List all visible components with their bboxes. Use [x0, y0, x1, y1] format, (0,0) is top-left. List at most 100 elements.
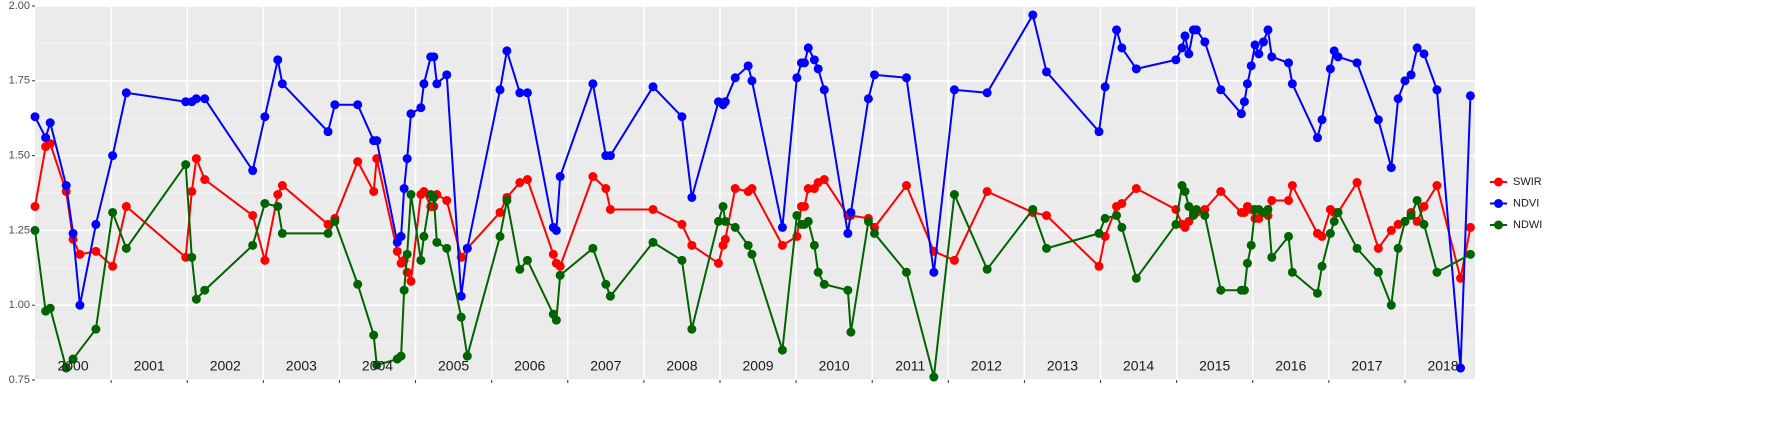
- data-point: [1131, 184, 1141, 194]
- data-point: [399, 285, 409, 295]
- data-point: [495, 85, 505, 95]
- data-point: [1287, 181, 1297, 191]
- data-point: [1184, 49, 1194, 59]
- data-point: [1317, 115, 1327, 125]
- data-point: [277, 181, 287, 191]
- data-point: [277, 228, 287, 238]
- data-point: [456, 291, 466, 301]
- data-point: [605, 291, 615, 301]
- data-point: [273, 189, 283, 199]
- data-point: [1100, 82, 1110, 92]
- data-point: [548, 249, 558, 259]
- data-point: [901, 267, 911, 277]
- data-point: [863, 94, 873, 104]
- data-point: [813, 64, 823, 74]
- data-point: [1094, 261, 1104, 271]
- data-point: [720, 216, 730, 226]
- data-point: [429, 192, 439, 202]
- year-label: 2006: [514, 358, 545, 374]
- data-point: [1171, 55, 1181, 65]
- data-point: [1131, 64, 1141, 74]
- data-point: [330, 100, 340, 110]
- data-point: [687, 192, 697, 202]
- data-point: [392, 246, 402, 256]
- year-label: 2012: [971, 358, 1002, 374]
- series-line: [34, 12, 1472, 369]
- data-point: [30, 225, 40, 235]
- legend-key: [1494, 177, 1503, 187]
- data-point: [108, 207, 118, 217]
- data-point: [1386, 163, 1396, 173]
- data-point: [1287, 267, 1297, 277]
- data-point: [1312, 133, 1322, 143]
- data-point: [200, 175, 210, 185]
- data-point: [677, 112, 687, 122]
- data-point: [799, 201, 809, 211]
- data-point: [1180, 31, 1190, 41]
- data-point: [1246, 61, 1256, 71]
- data-point: [601, 184, 611, 194]
- data-point: [743, 61, 753, 71]
- data-point: [1267, 252, 1277, 262]
- data-point: [61, 363, 71, 373]
- data-point: [432, 79, 442, 89]
- data-point: [456, 312, 466, 322]
- data-point: [1112, 25, 1122, 35]
- data-point: [605, 151, 615, 161]
- data-point: [406, 109, 416, 119]
- year-label: 2010: [819, 358, 850, 374]
- data-point: [1419, 219, 1429, 229]
- data-point: [515, 178, 525, 188]
- data-point: [1117, 222, 1127, 232]
- data-point: [1191, 25, 1201, 35]
- data-point: [1352, 58, 1362, 68]
- data-point: [718, 201, 728, 211]
- data-point: [187, 252, 197, 262]
- data-point: [75, 300, 85, 310]
- data-point: [713, 216, 723, 226]
- data-point: [1419, 49, 1429, 59]
- data-point: [1412, 43, 1422, 53]
- year-label: 2002: [210, 358, 241, 374]
- year-label: 2018: [1427, 358, 1458, 374]
- data-point: [1246, 240, 1256, 250]
- y-tick-label: 2.00: [9, 0, 30, 12]
- data-point: [1028, 10, 1038, 20]
- data-point: [555, 261, 565, 271]
- data-point: [353, 100, 363, 110]
- year-label: 2016: [1275, 358, 1306, 374]
- y-tick-label: 1.75: [9, 75, 30, 87]
- data-point: [730, 184, 740, 194]
- data-point: [406, 189, 416, 199]
- data-point: [1239, 285, 1249, 295]
- data-point: [648, 204, 658, 214]
- year-label: 2005: [438, 358, 469, 374]
- year-label: 2003: [286, 358, 317, 374]
- data-point: [396, 351, 406, 361]
- data-point: [1393, 243, 1403, 253]
- data-point: [369, 330, 379, 340]
- data-point: [720, 234, 730, 244]
- data-point: [929, 372, 939, 382]
- data-point: [982, 264, 992, 274]
- data-point: [648, 82, 658, 92]
- data-point: [1352, 178, 1362, 188]
- data-point: [799, 58, 809, 68]
- year-label: 2007: [590, 358, 621, 374]
- data-point: [601, 279, 611, 289]
- data-point: [200, 94, 210, 104]
- data-point: [1171, 219, 1181, 229]
- data-point: [1117, 43, 1127, 53]
- data-point: [191, 154, 201, 164]
- data-point: [777, 345, 787, 355]
- data-point: [522, 255, 532, 265]
- data-point: [687, 240, 697, 250]
- data-point: [720, 97, 730, 107]
- data-point: [1325, 228, 1335, 238]
- y-tick-label: 1.00: [9, 299, 30, 311]
- data-point: [248, 240, 258, 250]
- data-point: [1242, 79, 1252, 89]
- data-point: [819, 85, 829, 95]
- data-point: [1267, 195, 1277, 205]
